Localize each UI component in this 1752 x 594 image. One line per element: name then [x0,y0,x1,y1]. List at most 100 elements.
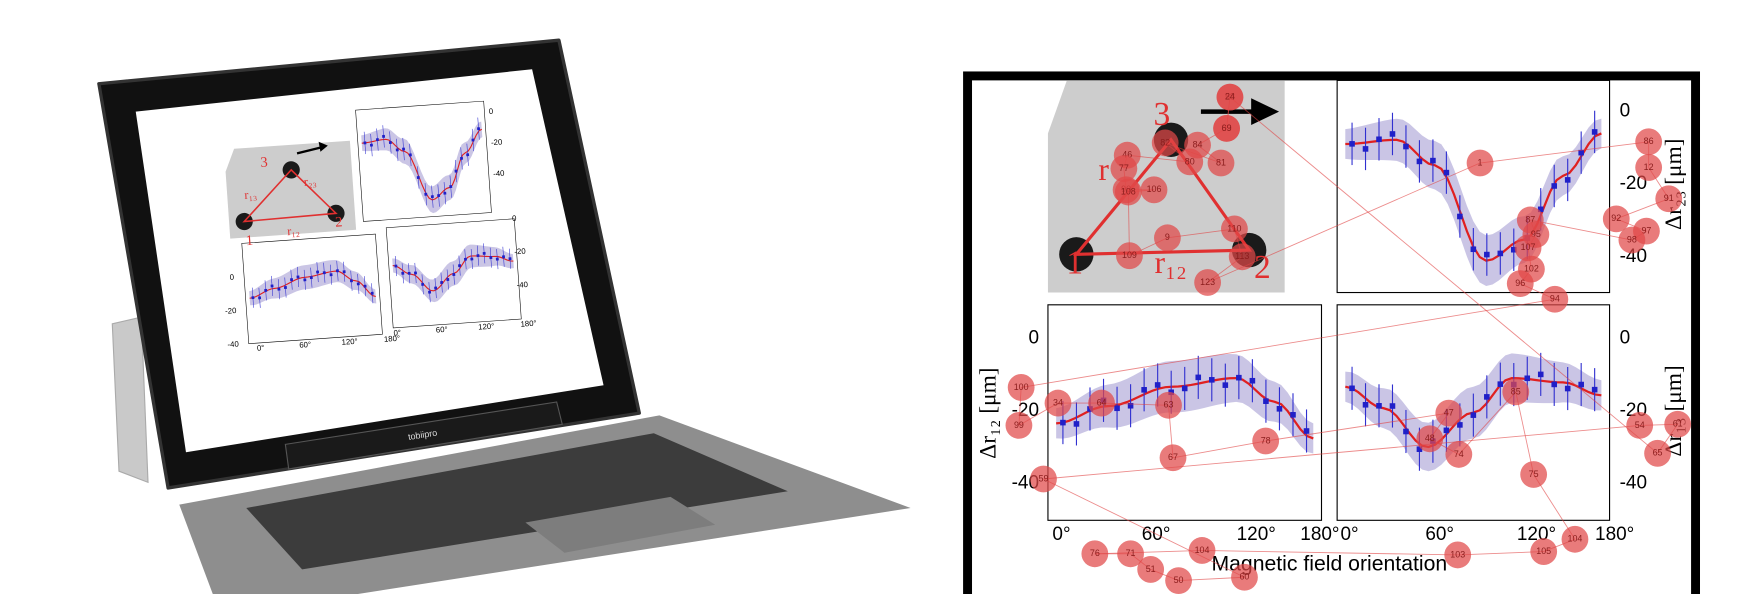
fixation-label: 63 [1164,400,1174,410]
fixation-label: 12 [1644,162,1654,172]
data-point [1484,252,1490,258]
fixation-label: 105 [1536,546,1551,556]
data-point [1565,386,1571,392]
data-point [464,258,467,261]
fixation-label: 9 [1165,232,1170,242]
fixation-label: 94 [1550,294,1560,304]
fixation-label: 91 [1664,193,1674,203]
scene: 312r₁₃r₂₃r₁₂0-20-400-20-400-20-400°60°12… [0,0,1752,594]
data-point [1141,387,1147,393]
data-point [370,144,373,147]
data-point [1236,375,1242,381]
data-point [1390,403,1396,409]
fixation-label: 92 [1611,213,1621,223]
fixation-label: 86 [1644,136,1654,146]
fixation-label: 54 [1635,420,1645,430]
data-point [1277,406,1283,412]
distance-label: r [1099,152,1110,187]
fixation-label: 71 [1126,548,1136,558]
data-point [440,281,443,284]
data-point [502,255,505,258]
y-tick-label: 0 [1620,101,1631,122]
x-tick-label: 0° [257,343,265,352]
data-point [323,271,326,274]
data-point [509,257,512,260]
data-point [402,148,405,151]
data-point [1304,428,1310,434]
data-point [1403,429,1409,435]
data-point [424,193,427,196]
data-point [1484,394,1490,400]
data-point [449,185,452,188]
y-tick-label: -40 [516,280,529,290]
x-tick-label: 180° [520,319,537,329]
y-tick-label: -20 [225,306,238,316]
data-point [408,272,411,275]
data-point [1551,183,1557,189]
data-point [258,296,261,299]
data-point [414,271,417,274]
x-tick-label: 60° [436,325,448,335]
fixation-label: 50 [1174,575,1184,585]
data-point [476,254,479,257]
fixation-label: 104 [1568,534,1583,544]
data-point [452,273,455,276]
data-point [290,278,293,281]
data-point [1349,386,1355,392]
fixation-label: 34 [1053,397,1063,407]
data-point [446,278,449,281]
fixation-label: 76 [1090,548,1100,558]
data-point [1182,386,1188,392]
x-tick-label: 120° [478,322,495,332]
data-point [303,278,306,281]
data-point [1457,214,1463,220]
fixation-label: 48 [1425,433,1435,443]
data-point [1471,246,1477,252]
data-point [1363,402,1369,408]
distance-label: r₁₃ [244,187,258,202]
fixation-label: 84 [1193,140,1203,150]
fixation-label: 1 [1478,157,1483,167]
data-point [251,296,254,299]
data-point [336,269,339,272]
data-point [401,272,404,275]
data-point [434,287,437,290]
x-tick-label: 60° [1425,524,1454,545]
data-point [1060,420,1066,426]
x-tick-label: 0° [393,328,401,337]
data-point [1155,382,1161,388]
fixation-label: 24 [1225,91,1235,101]
plot-area [356,101,492,221]
fixation-label: 85 [1511,386,1521,396]
x-tick-label: 180° [1300,524,1339,545]
data-point [489,256,492,259]
fixation-label: 106 [1147,184,1162,194]
data-point [460,157,463,160]
data-point [1195,375,1201,381]
fixation-label: 110 [1227,223,1241,233]
data-point [1498,381,1504,387]
fixation-label: 47 [1444,407,1454,417]
fixation-label: 67 [1168,452,1178,462]
data-point [1524,375,1530,381]
data-point [431,195,434,198]
data-point [1538,372,1544,378]
y-tick-label: 0 [1028,327,1039,348]
fixation-label: 80 [1185,156,1195,166]
data-point [389,141,392,144]
fixation-label: 78 [1261,435,1271,445]
distance-label: r₂₃ [303,174,317,189]
data-point [466,153,469,156]
data-point [1592,387,1598,393]
data-point [428,291,431,294]
data-point [350,279,353,282]
data-point [409,153,412,156]
fixation-label: 123 [1200,277,1215,287]
fixation-label: 100 [1014,382,1029,392]
data-point [455,170,458,173]
data-point [364,285,367,288]
x-tick-label: 120° [341,337,358,347]
data-point [1376,136,1382,142]
y-tick-label: 0 [1620,327,1631,348]
data-point [1498,251,1504,257]
